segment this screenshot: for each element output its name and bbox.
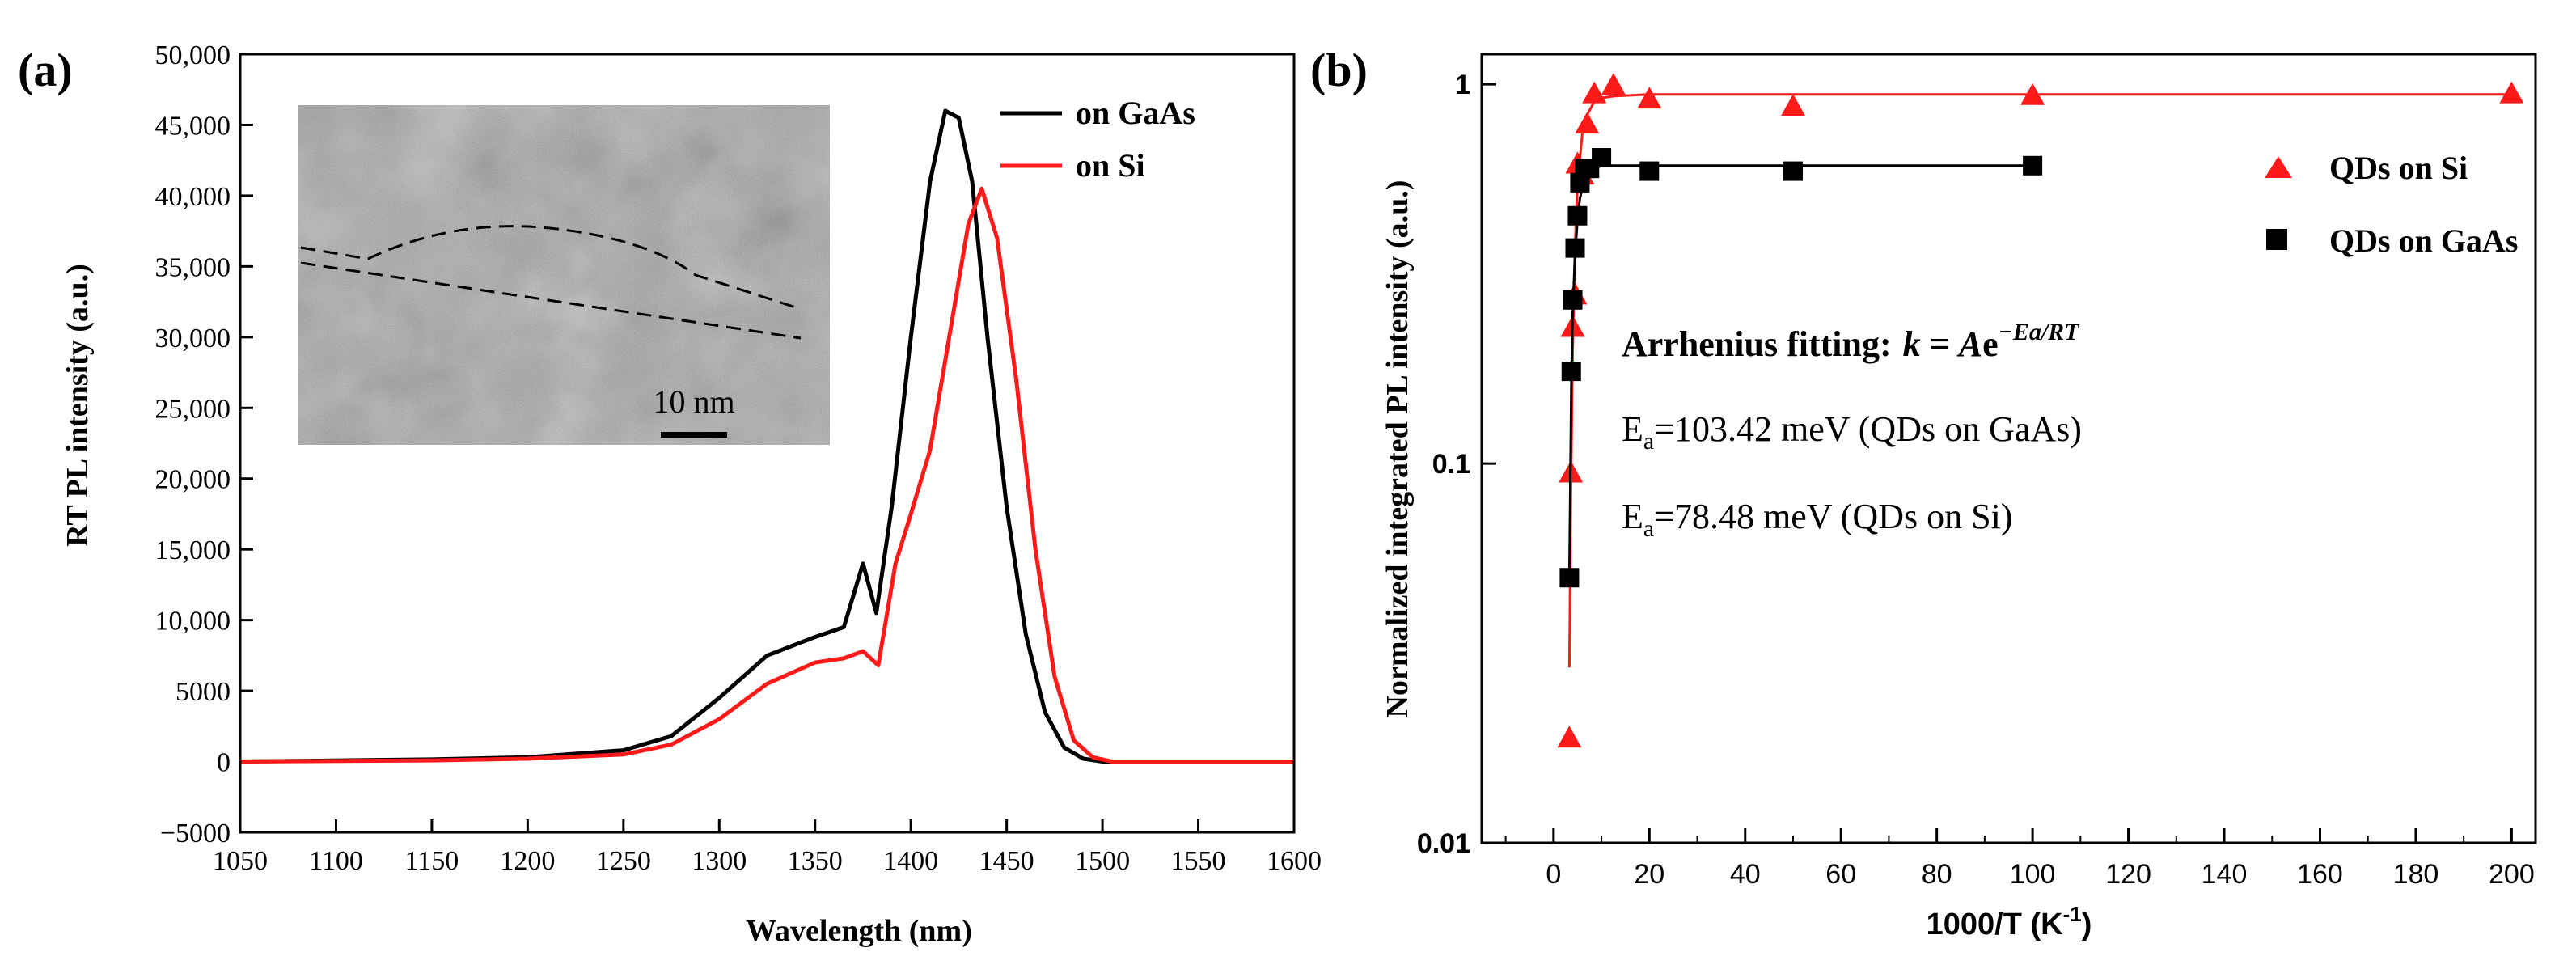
x-tick-label: 140 bbox=[2202, 859, 2248, 890]
x-tick-label: 1250 bbox=[596, 846, 651, 876]
tem-inset-image: 10 nm bbox=[298, 105, 830, 445]
panel-a-x-ticks: 1050 1100 1150 1200 1250 1300 1350 1400 1450 1500… bbox=[213, 819, 1322, 876]
inset-scale-bar bbox=[661, 432, 727, 438]
data-point-qds-on-gaas bbox=[1592, 148, 1612, 168]
panel-a-y-ticks: −5000 0 5000 10,000 15,000 20,000 25,000 30,000… bbox=[155, 40, 253, 848]
y-tick-label: 40,000 bbox=[155, 182, 231, 212]
data-point-qds-on-gaas bbox=[1639, 161, 1660, 181]
data-point-qds-on-si bbox=[2499, 81, 2524, 104]
x-tick-label: 180 bbox=[2393, 859, 2439, 890]
data-point-qds-on-gaas bbox=[1561, 362, 1581, 382]
inset-scale-bar-label: 10 nm bbox=[653, 383, 734, 420]
data-point-qds-on-gaas bbox=[1565, 238, 1585, 258]
y-tick-label: 1 bbox=[1455, 70, 1470, 100]
panel-b-plot-frame bbox=[1480, 53, 2537, 844]
x-tick-label: 1600 bbox=[1267, 846, 1322, 876]
panel-b-x-axis-title: 1000/T (K-1) bbox=[1927, 902, 2092, 941]
x-tick-label: 1350 bbox=[788, 846, 843, 876]
x-tick-label: 1450 bbox=[979, 846, 1034, 876]
inset-wetting-layer-line bbox=[300, 261, 802, 340]
y-tick-label: 35,000 bbox=[155, 252, 231, 282]
legend-label-qds-on-gaas: QDs on GaAs bbox=[2329, 222, 2518, 259]
y-tick-label: 0.01 bbox=[1417, 828, 1470, 859]
panel-a-x-axis-title: Wavelength (nm) bbox=[746, 914, 972, 948]
inset-dot-outline bbox=[300, 225, 802, 311]
panel-a-series bbox=[239, 108, 1294, 764]
y-tick-label: −5000 bbox=[160, 819, 231, 848]
activation-energy-si: Ea=78.48 meV (QDs on Si) bbox=[1622, 497, 2012, 542]
arrhenius-annotation: Arrhenius fitting: k = Ae−Ea/RT Ea=103.42… bbox=[1622, 319, 2082, 542]
x-tick-label: 1050 bbox=[213, 846, 268, 876]
panel-b-y-axis-title: Normalized integrated PL intensity (a.u.… bbox=[1381, 180, 1415, 718]
data-point-qds-on-gaas bbox=[1559, 568, 1580, 588]
y-tick-label: 45,000 bbox=[155, 111, 231, 141]
data-point-qds-on-gaas bbox=[1563, 290, 1583, 310]
x-tick-label: 100 bbox=[2010, 859, 2056, 890]
y-tick-label: 5000 bbox=[176, 677, 231, 707]
legend-label-on-si: on Si bbox=[1076, 147, 1145, 184]
legend-marker-qds-on-si bbox=[2265, 156, 2292, 178]
data-point-qds-on-si bbox=[1637, 87, 1662, 109]
panel-b-label: (b) bbox=[1310, 44, 1368, 96]
x-tick-label: 80 bbox=[1922, 859, 1952, 890]
arrhenius-formula: Arrhenius fitting: k = Ae−Ea/RT bbox=[1622, 319, 2080, 364]
x-tick-label: 20 bbox=[1634, 859, 1664, 890]
x-tick-label: 200 bbox=[2489, 859, 2535, 890]
x-tick-label: 1550 bbox=[1171, 846, 1226, 876]
panel-a-legend: on GaAs on Si bbox=[1000, 95, 1195, 184]
x-tick-label: 0 bbox=[1546, 859, 1561, 890]
data-point-qds-on-gaas bbox=[1783, 161, 1803, 181]
y-tick-label: 25,000 bbox=[155, 394, 231, 424]
series-line-on-gaas bbox=[239, 108, 1294, 764]
y-tick-label: 0.1 bbox=[1432, 449, 1470, 480]
panel-a: (a) −5000 0 5000 10,000 15,000 20,000 25,000 30… bbox=[18, 40, 1322, 948]
x-tick-label: 1100 bbox=[309, 846, 363, 876]
x-tick-label: 1200 bbox=[500, 846, 555, 876]
x-tick-label: 1400 bbox=[883, 846, 938, 876]
data-point-qds-on-gaas bbox=[1567, 205, 1588, 226]
panel-b-legend: QDs on Si QDs on GaAs bbox=[2265, 150, 2518, 259]
panel-a-plot-frame bbox=[239, 53, 1296, 834]
data-point-qds-on-si bbox=[1575, 112, 1600, 134]
x-tick-label: 1500 bbox=[1075, 846, 1130, 876]
data-point-qds-on-gaas bbox=[2023, 155, 2043, 176]
x-tick-label: 1150 bbox=[405, 846, 459, 876]
legend-label-qds-on-si: QDs on Si bbox=[2329, 150, 2468, 186]
y-tick-label: 20,000 bbox=[155, 465, 231, 495]
x-tick-label: 120 bbox=[2105, 859, 2151, 890]
x-tick-label: 40 bbox=[1730, 859, 1761, 890]
data-point-qds-on-si bbox=[1601, 73, 1626, 95]
y-tick-label: 50,000 bbox=[155, 40, 231, 70]
activation-energy-gaas: Ea=103.42 meV (QDs on GaAs) bbox=[1622, 409, 2082, 455]
legend-label-on-gaas: on GaAs bbox=[1076, 95, 1195, 131]
panel-a-label: (a) bbox=[18, 44, 73, 96]
y-tick-label: 10,000 bbox=[155, 607, 231, 637]
data-point-qds-on-si bbox=[2020, 83, 2045, 105]
y-tick-label: 30,000 bbox=[155, 324, 231, 353]
inset-shading bbox=[298, 105, 830, 445]
panel-b-x-ticks: 0 20 40 60 80 100 120 140 160 180 200 bbox=[1504, 828, 2535, 890]
data-point-qds-on-si bbox=[1780, 94, 1805, 116]
y-tick-label: 15,000 bbox=[155, 535, 231, 565]
x-tick-label: 160 bbox=[2297, 859, 2343, 890]
data-point-qds-on-si bbox=[1557, 726, 1582, 748]
legend-marker-qds-on-gaas bbox=[2266, 229, 2287, 250]
y-tick-label: 0 bbox=[217, 748, 231, 778]
panel-b-series bbox=[1557, 73, 2524, 748]
series-line-on-si bbox=[239, 186, 1294, 764]
panel-b-y-ticks: 0.01 0.1 1 bbox=[1417, 70, 1496, 859]
x-tick-label: 60 bbox=[1825, 859, 1856, 890]
panel-a-y-axis-title: RT PL intensity (a.u.) bbox=[61, 264, 95, 547]
data-point-qds-on-si bbox=[1582, 81, 1607, 104]
x-tick-label: 1300 bbox=[692, 846, 747, 876]
panel-b: (b) 0.01 0.1 1 0 20 40 60 80 100 120 140 160 180 200… bbox=[1310, 44, 2537, 941]
